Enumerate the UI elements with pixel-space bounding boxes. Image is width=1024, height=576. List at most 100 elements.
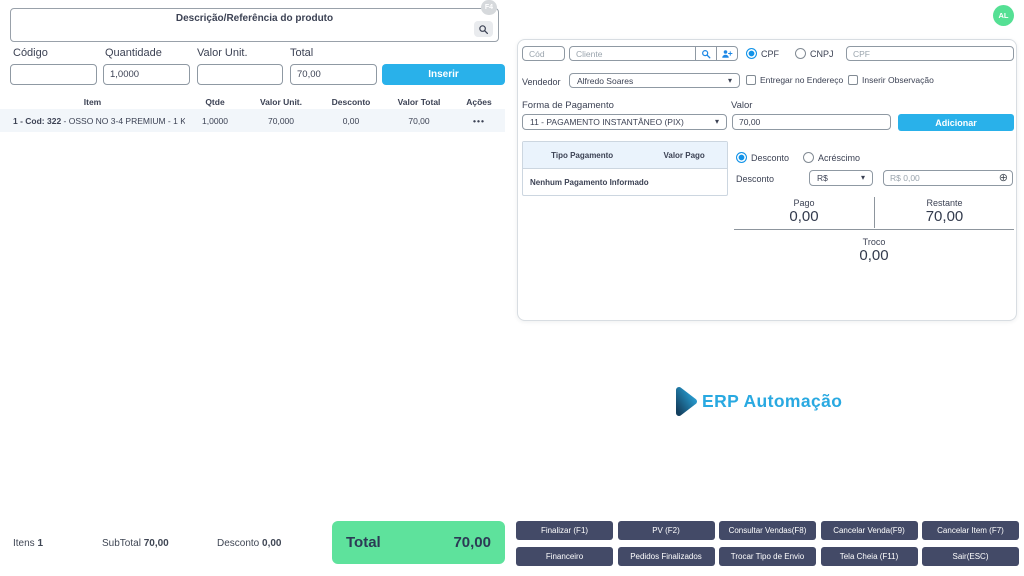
payment-value-label: Valor bbox=[731, 100, 753, 111]
item-total: 70,00 bbox=[408, 115, 430, 126]
cnpj-radio-label: CNPJ bbox=[810, 48, 834, 59]
divider bbox=[734, 229, 1014, 230]
subtotal-value: 70,00 bbox=[143, 538, 169, 549]
item-total-input[interactable] bbox=[290, 64, 377, 85]
deliver-checkbox[interactable] bbox=[746, 75, 756, 85]
chevron-down-icon: ▾ bbox=[727, 75, 732, 85]
discount-total-label: Desconto bbox=[217, 538, 260, 549]
unit-price-input[interactable] bbox=[197, 64, 283, 85]
circle-plus-icon[interactable]: ⊕ bbox=[998, 172, 1008, 184]
code-input[interactable] bbox=[10, 64, 97, 85]
discount-radio-label: Desconto bbox=[751, 152, 790, 163]
cancel-sale-button[interactable]: Cancelar Venda(F9) bbox=[820, 521, 918, 540]
consult-sales-button[interactable]: Consultar Vendas(F8) bbox=[719, 521, 816, 540]
note-option[interactable]: Inserir Observação bbox=[848, 75, 934, 85]
avatar[interactable]: AL bbox=[993, 5, 1014, 26]
sale-panel: CPF CNPJ Vendedor Alfredo Soares ▾ Entre… bbox=[517, 39, 1017, 321]
discount-amount-input[interactable] bbox=[883, 170, 1013, 186]
deliver-option[interactable]: Entregar no Endereço bbox=[746, 75, 843, 85]
payment-type-header: Tipo Pagamento bbox=[551, 150, 614, 160]
discount-total: Desconto 0,00 bbox=[217, 538, 282, 549]
cancel-item-button[interactable]: Cancelar Item (F7) bbox=[922, 521, 1019, 540]
brand-name: ERP Automação bbox=[702, 391, 843, 411]
search-icon bbox=[479, 24, 489, 34]
product-search-label: Descrição/Referência do produto bbox=[175, 13, 334, 24]
customer-input[interactable] bbox=[570, 47, 695, 60]
customer-search-icon[interactable] bbox=[696, 49, 716, 59]
discount-amount-wrap: ⊕ bbox=[883, 170, 1013, 186]
subtotal: SubTotal 70,00 bbox=[102, 538, 169, 549]
col-actions: Ações bbox=[466, 96, 492, 107]
item-code: 1 - Cod: 322 bbox=[13, 115, 62, 126]
col-item: Item bbox=[83, 96, 102, 107]
play-triangle-icon bbox=[676, 387, 697, 416]
item-discount: 0,00 bbox=[342, 115, 360, 126]
customer-search-group bbox=[569, 46, 738, 61]
payment-value-input[interactable] bbox=[732, 114, 891, 130]
fullscreen-button[interactable]: Tela Cheia (F11) bbox=[820, 547, 918, 566]
col-discount: Desconto bbox=[331, 96, 371, 107]
grand-total-label: Total bbox=[346, 534, 381, 551]
change-value: 0,00 bbox=[859, 247, 889, 264]
cpf-radio-label: CPF bbox=[761, 48, 779, 59]
surcharge-radio[interactable] bbox=[803, 152, 815, 163]
payment-method-select[interactable]: 11 - PAGAMENTO INSTANTÂNEO (PIX) ▾ bbox=[522, 114, 727, 130]
discount-row-label: Desconto bbox=[736, 174, 775, 184]
cnpj-radio[interactable] bbox=[795, 48, 806, 59]
subtotal-label: SubTotal bbox=[102, 538, 141, 549]
doc-type-radios: CPF CNPJ bbox=[746, 48, 834, 59]
grand-total-value: 70,00 bbox=[453, 534, 491, 551]
item-unit: 70,000 bbox=[268, 115, 294, 126]
payments-table-header: Tipo Pagamento Valor Pago bbox=[523, 142, 727, 169]
action-buttons: Finalizar (F1) PV (F2) Consultar Vendas(… bbox=[516, 521, 1022, 566]
items-count-value: 1 bbox=[37, 538, 44, 549]
divider bbox=[695, 47, 696, 60]
insert-button[interactable]: Inserir bbox=[382, 64, 505, 85]
surcharge-radio-label: Acréscimo bbox=[818, 152, 861, 163]
finished-orders-button[interactable]: Pedidos Finalizados bbox=[617, 547, 715, 566]
unit-label: Valor Unit. bbox=[197, 47, 248, 59]
discount-total-value: 0,00 bbox=[262, 538, 282, 549]
chevron-down-icon: ▾ bbox=[714, 117, 719, 126]
hotkey-f4-badge: F4 bbox=[481, 0, 497, 15]
cpf-radio[interactable] bbox=[746, 48, 757, 59]
exit-button[interactable]: Sair(ESC) bbox=[922, 547, 1019, 566]
payments-empty-row: Nenhum Pagamento Informado bbox=[530, 178, 649, 187]
note-checkbox[interactable] bbox=[848, 75, 858, 85]
vendor-value: Alfredo Soares bbox=[577, 75, 634, 86]
product-search-button[interactable] bbox=[474, 21, 493, 37]
item-qty: 1,0000 bbox=[202, 115, 228, 126]
discount-radio[interactable] bbox=[736, 152, 747, 163]
pv-button[interactable]: PV (F2) bbox=[617, 521, 715, 540]
finalize-button[interactable]: Finalizar (F1) bbox=[516, 521, 613, 540]
payment-method-label: Forma de Pagamento bbox=[522, 100, 614, 111]
note-checkbox-label: Inserir Observação bbox=[862, 75, 934, 85]
add-payment-button[interactable]: Adicionar bbox=[898, 114, 1014, 131]
payment-method-value: 11 - PAGAMENTO INSTANTÂNEO (PIX) bbox=[530, 117, 684, 127]
grand-total-box: Total 70,00 bbox=[332, 521, 505, 564]
remaining-value: 70,00 bbox=[925, 208, 964, 225]
remaining-label: Restante bbox=[926, 198, 963, 208]
row-actions-menu-icon[interactable]: ••• bbox=[473, 115, 485, 126]
table-row[interactable]: 1 - Cod: 322 - OSSO NO 3-4 PREMIUM - 1 K… bbox=[0, 109, 505, 132]
vendor-select[interactable]: Alfredo Soares ▾ bbox=[569, 73, 740, 88]
total-label: Total bbox=[290, 47, 314, 59]
cpf-input[interactable] bbox=[846, 46, 1014, 61]
items-table-header: Item Qtde Valor Unit. Desconto Valor Tot… bbox=[0, 94, 505, 109]
quantity-input[interactable] bbox=[103, 64, 190, 85]
paid-label: Pago bbox=[793, 198, 815, 208]
qty-label: Quantidade bbox=[105, 47, 162, 59]
financial-button[interactable]: Financeiro bbox=[516, 547, 613, 566]
customer-code-input[interactable] bbox=[522, 46, 565, 61]
item-description: 1 - Cod: 322 - OSSO NO 3-4 PREMIUM - 1 K… bbox=[13, 115, 185, 126]
payments-table: Tipo Pagamento Valor Pago Nenhum Pagamen… bbox=[522, 141, 728, 196]
product-search-box[interactable]: Descrição/Referência do produto bbox=[10, 8, 499, 42]
discount-unit-value: R$ bbox=[817, 173, 828, 183]
discount-unit-select[interactable]: R$ ▾ bbox=[809, 170, 873, 186]
change-shipping-button[interactable]: Trocar Tipo de Envio bbox=[719, 547, 816, 566]
vendor-label: Vendedor bbox=[522, 77, 561, 87]
divider bbox=[874, 197, 875, 228]
add-customer-icon[interactable] bbox=[717, 48, 737, 60]
col-total: Valor Total bbox=[397, 96, 441, 107]
payment-value-header: Valor Pago bbox=[663, 150, 705, 160]
